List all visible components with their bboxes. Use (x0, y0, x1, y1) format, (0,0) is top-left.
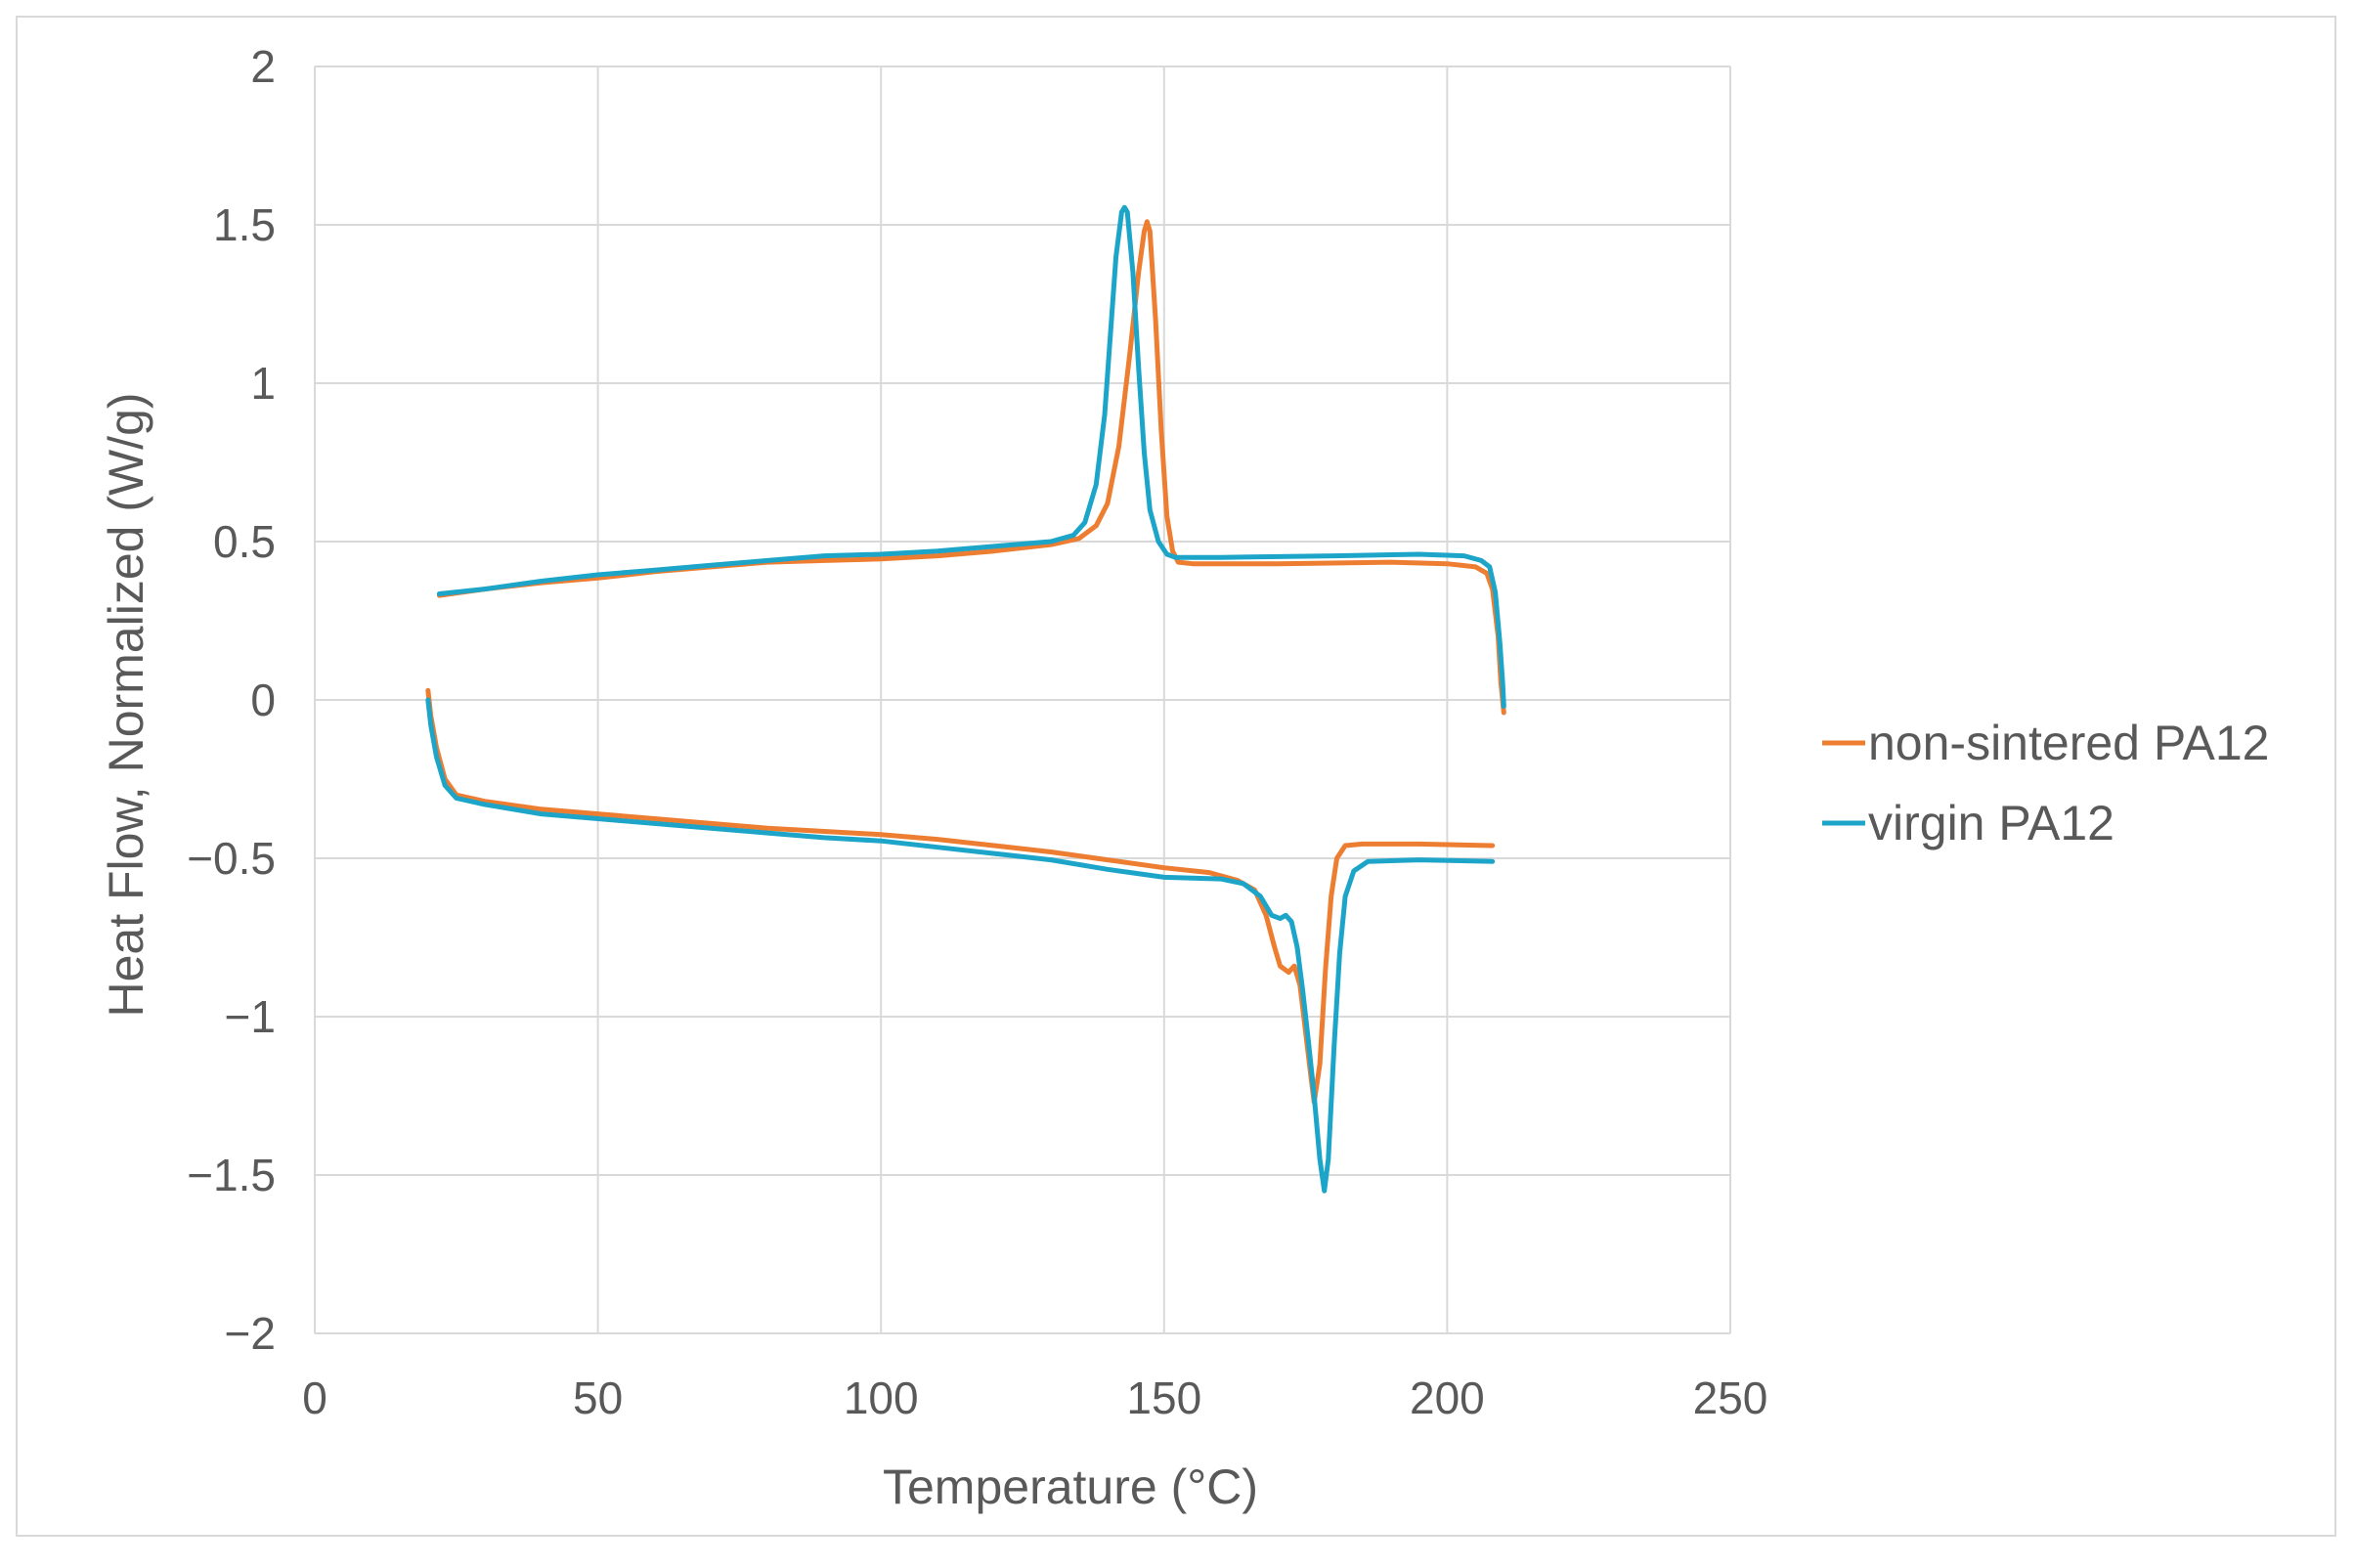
y-tick-label: 0 (250, 675, 276, 725)
legend-item: virgin PA12 (1822, 796, 2114, 850)
y-tick-label: −1.5 (187, 1150, 276, 1200)
y-axis-title: Heat Flow, Normalized (W/g) (99, 392, 153, 1017)
x-tick-labels: 0 50 100 150 200 250 (302, 1372, 1767, 1423)
y-tick-labels: 2 1.5 1 0.5 0 −0.5 −1 −1.5 −2 (187, 41, 276, 1359)
legend-label: non-sintered PA12 (1868, 716, 2269, 770)
x-tick-label: 50 (573, 1372, 623, 1423)
legend-label: virgin PA12 (1868, 796, 2114, 850)
heat-flow-chart: 0 50 100 150 200 250 2 1.5 1 0.5 0 −0.5 −1 −1.5 −2 Te… (99, 41, 2269, 1514)
grid-lines (314, 65, 1731, 1334)
y-tick-label: 1.5 (213, 199, 276, 250)
chart-frame: 0 50 100 150 200 250 2 1.5 1 0.5 0 −0.5 −1 −1.5 −2 Te… (16, 16, 2336, 1537)
legend: non-sintered PA12 virgin PA12 (1822, 716, 2269, 850)
series-1-group (425, 204, 1506, 1194)
x-axis-title: Temperature (°C) (883, 1459, 1258, 1514)
series-line (425, 687, 1496, 1105)
legend-item: non-sintered PA12 (1822, 716, 2269, 770)
y-tick-label: −2 (225, 1308, 276, 1359)
x-tick-label: 100 (844, 1372, 919, 1423)
y-tick-label: −0.5 (187, 833, 276, 884)
series-layer (425, 204, 1506, 1194)
y-tick-label: 1 (250, 358, 276, 409)
series-line (436, 204, 1506, 709)
y-tick-label: −1 (225, 991, 276, 1042)
series-0-group (425, 219, 1506, 1105)
y-tick-label: 0.5 (213, 516, 276, 567)
series-line (436, 219, 1506, 716)
y-tick-label: 2 (250, 41, 276, 92)
x-tick-label: 0 (302, 1372, 327, 1423)
x-tick-label: 150 (1126, 1372, 1201, 1423)
x-tick-label: 200 (1410, 1372, 1485, 1423)
series-line (425, 697, 1496, 1194)
x-tick-label: 250 (1693, 1372, 1768, 1423)
